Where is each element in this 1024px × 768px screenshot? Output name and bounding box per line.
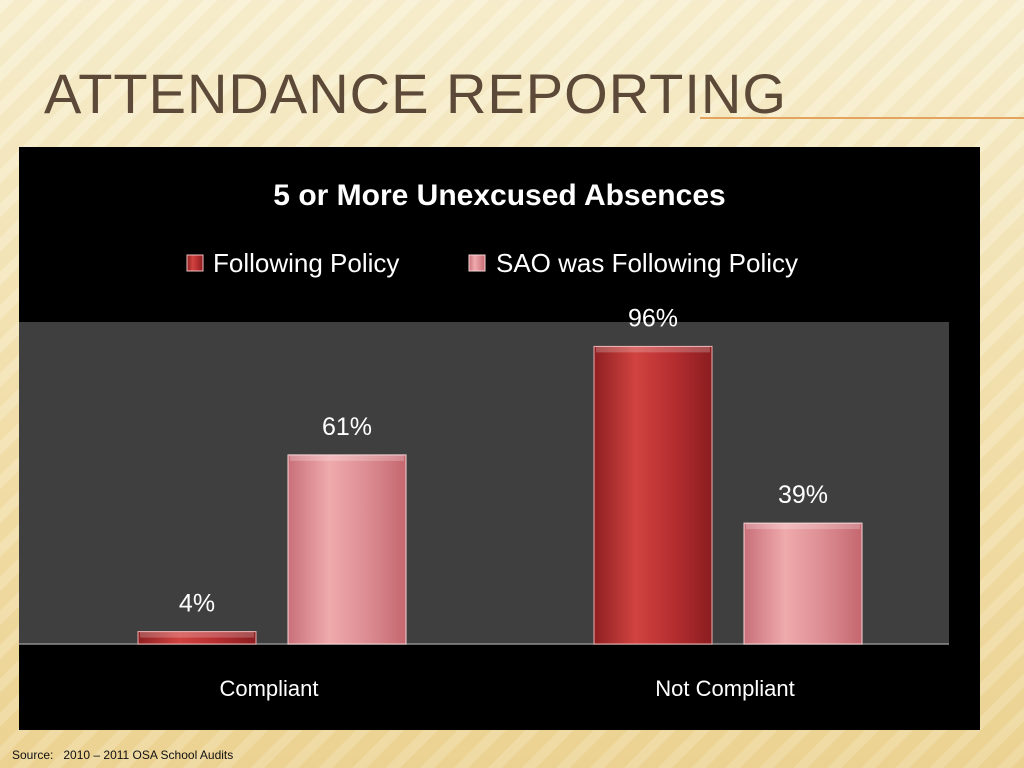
data-label-sao-was-following-policy-not-compliant: 39% bbox=[778, 481, 828, 509]
bars-layer bbox=[137, 345, 863, 645]
data-label-following-policy-compliant: 4% bbox=[179, 590, 215, 618]
legend-swatch-following-policy bbox=[186, 254, 204, 272]
source-note: Source: 2010 – 2011 OSA School Audits bbox=[12, 748, 234, 762]
legend: Following Policy SAO was Following Polic… bbox=[186, 248, 798, 278]
data-label-sao-was-following-policy-compliant: 61% bbox=[322, 413, 372, 441]
bar-highlight-following-policy-compliant bbox=[140, 631, 254, 638]
chart-title: 5 or More Unexcused Absences bbox=[273, 179, 725, 212]
chart-panel: 5 or More Unexcused Absences Following P… bbox=[19, 147, 980, 730]
legend-label-following-policy: Following Policy bbox=[213, 248, 399, 278]
bar-highlight-sao-was-following-policy-compliant bbox=[290, 454, 404, 461]
chart-svg: 5 or More Unexcused Absences Following P… bbox=[19, 179, 949, 701]
slide-title: Attendance Reporting bbox=[44, 62, 787, 125]
legend-label-sao-following-policy: SAO was Following Policy bbox=[496, 248, 798, 278]
title-divider bbox=[700, 117, 1024, 119]
bar-sao-was-following-policy-not-compliant bbox=[743, 522, 863, 645]
labels-layer: 4% 61% 96% 39% bbox=[179, 304, 828, 617]
category-layer: Compliant Not Compliant bbox=[219, 676, 794, 701]
category-label-not-compliant: Not Compliant bbox=[655, 676, 794, 701]
bar-following-policy-not-compliant bbox=[593, 345, 713, 645]
bar-sao-was-following-policy-compliant bbox=[287, 454, 407, 645]
legend-swatch-sao-following-policy bbox=[468, 254, 486, 272]
data-label-following-policy-not-compliant: 96% bbox=[628, 304, 678, 332]
bar-following-policy-compliant bbox=[137, 631, 257, 645]
bar-highlight-following-policy-not-compliant bbox=[596, 346, 710, 353]
category-label-compliant: Compliant bbox=[219, 676, 318, 701]
bar-highlight-sao-was-following-policy-not-compliant bbox=[746, 523, 860, 530]
